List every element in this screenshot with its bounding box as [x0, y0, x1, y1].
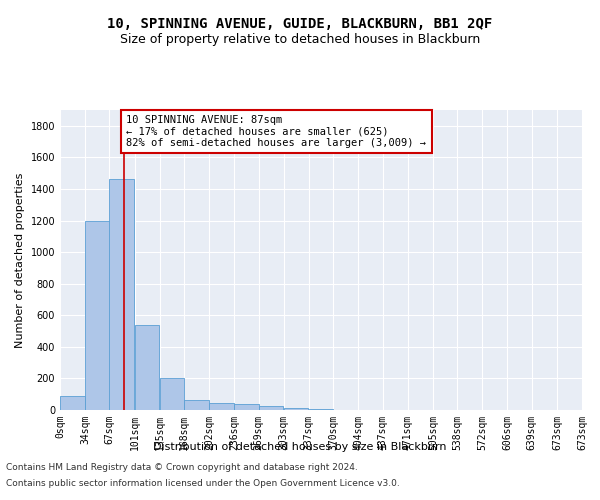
Bar: [234, 404, 259, 410]
Bar: [85, 220, 110, 410]
Text: 10 SPINNING AVENUE: 87sqm
← 17% of detached houses are smaller (625)
82% of semi: 10 SPINNING AVENUE: 87sqm ← 17% of detac…: [127, 114, 427, 148]
Bar: [309, 409, 334, 410]
Bar: [184, 400, 209, 410]
Bar: [209, 403, 234, 410]
Text: Size of property relative to detached houses in Blackburn: Size of property relative to detached ho…: [120, 32, 480, 46]
Bar: [284, 408, 308, 410]
Y-axis label: Number of detached properties: Number of detached properties: [15, 172, 25, 348]
Bar: [134, 324, 159, 410]
Bar: [160, 378, 184, 410]
Bar: [259, 406, 283, 410]
Text: Contains HM Land Registry data © Crown copyright and database right 2024.: Contains HM Land Registry data © Crown c…: [6, 464, 358, 472]
Text: Distribution of detached houses by size in Blackburn: Distribution of detached houses by size …: [153, 442, 447, 452]
Text: Contains public sector information licensed under the Open Government Licence v3: Contains public sector information licen…: [6, 478, 400, 488]
Text: 10, SPINNING AVENUE, GUIDE, BLACKBURN, BB1 2QF: 10, SPINNING AVENUE, GUIDE, BLACKBURN, B…: [107, 18, 493, 32]
Bar: [60, 396, 85, 410]
Bar: [109, 180, 134, 410]
